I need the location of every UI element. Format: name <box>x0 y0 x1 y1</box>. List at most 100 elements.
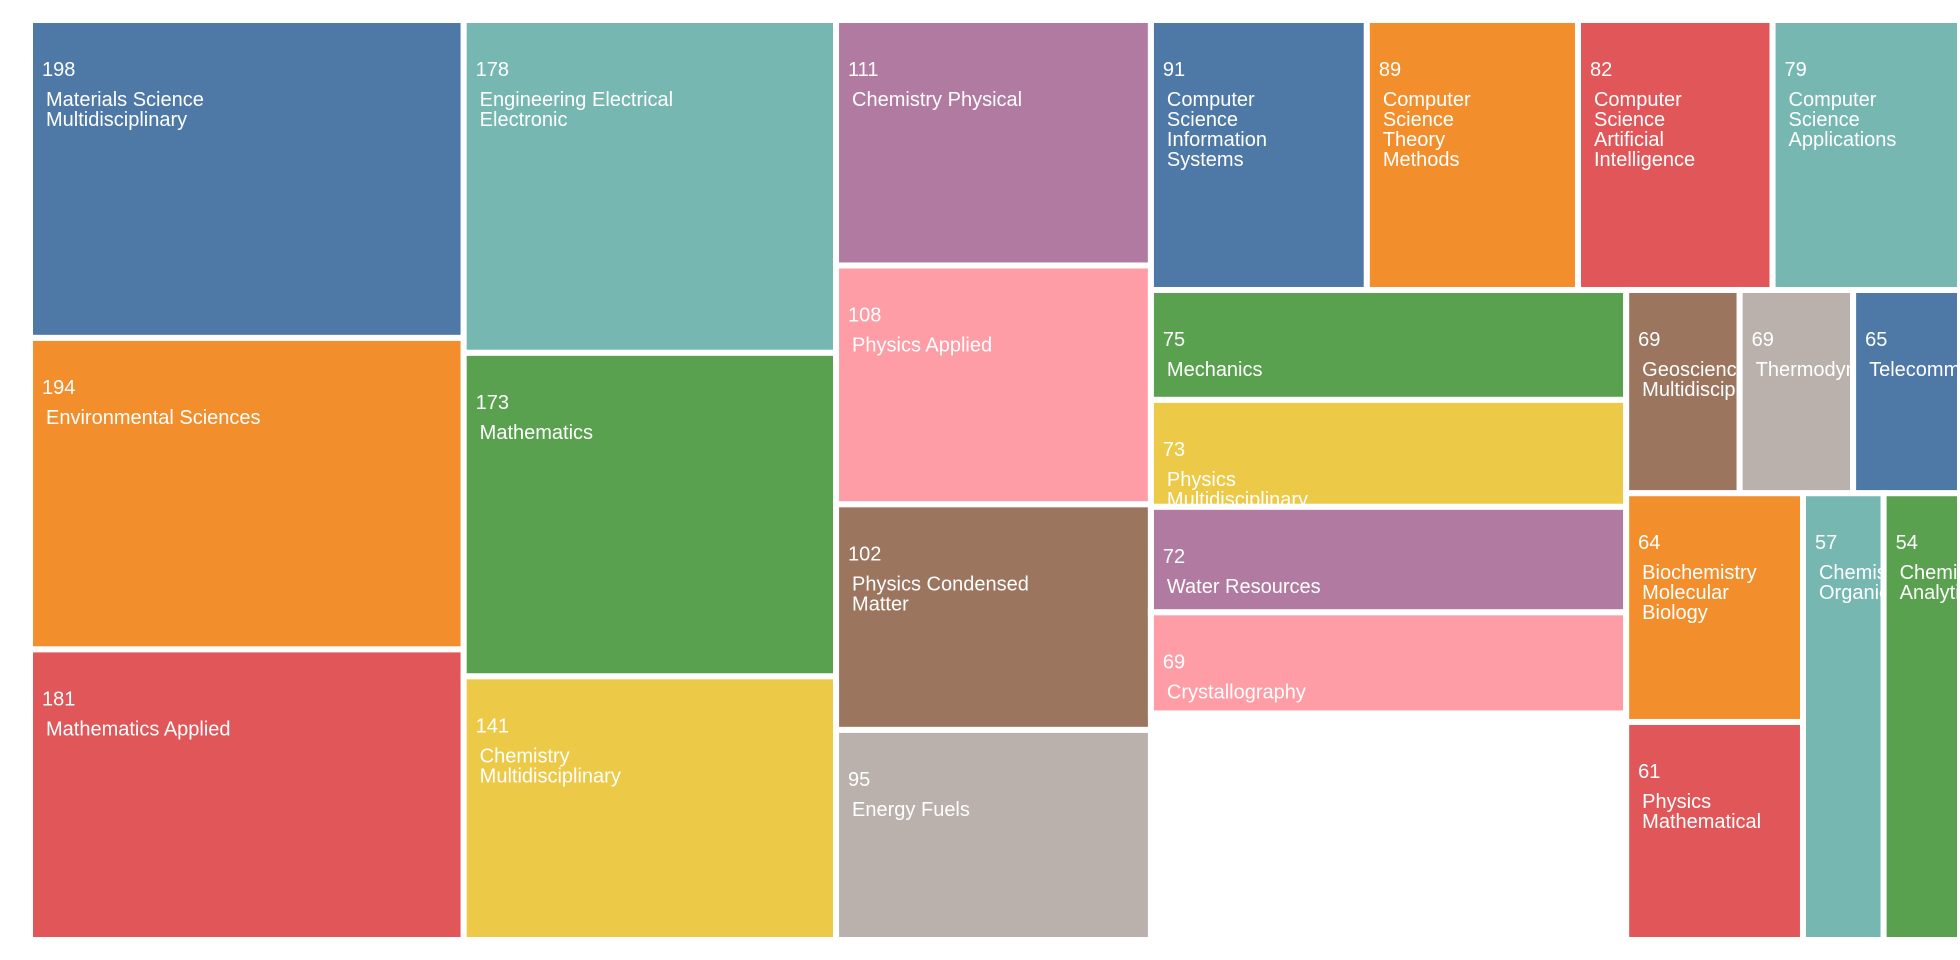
treemap-category-label: Computer <box>1594 89 1682 111</box>
treemap-category-label: Biology <box>1642 602 1708 624</box>
treemap-value-label: 54 <box>1896 532 1918 554</box>
treemap-category-label: Science <box>1383 109 1454 131</box>
treemap-category-label: Chemistry <box>480 745 570 767</box>
treemap-cell: 111 Chemistry Physical <box>833 17 1154 269</box>
treemap-category-label: Materials Science <box>46 89 204 111</box>
treemap-category-label: Theory <box>1383 129 1445 151</box>
treemap-category-label: Environmental Sciences <box>46 407 261 429</box>
treemap-category-label: Organic <box>1819 582 1889 604</box>
treemap-rect <box>1799 490 1887 943</box>
treemap-category-label: Water Resources <box>1167 576 1321 598</box>
treemap-category-label: Science <box>1167 109 1238 131</box>
treemap-rect <box>27 334 467 653</box>
treemap-value-label: 61 <box>1638 761 1660 783</box>
treemap-value-label: 95 <box>848 769 870 791</box>
treemap-value-label: 73 <box>1163 439 1185 461</box>
treemap-rect <box>27 17 467 341</box>
treemap-rect <box>1147 503 1630 616</box>
treemap-category-label: Science <box>1789 109 1860 131</box>
treemap-rect <box>1623 286 1743 497</box>
treemap-category-label: Geosciences <box>1642 359 1758 381</box>
treemap-category-label: Chemistry Physical <box>852 89 1022 111</box>
treemap-category-label: Mathematical <box>1642 811 1761 833</box>
treemap-rect <box>460 17 840 356</box>
treemap-category-label: Science <box>1594 109 1665 131</box>
treemap-rect <box>1147 17 1370 293</box>
treemap-rect <box>1880 490 1960 943</box>
treemap-category-label: Telecommunications <box>1869 359 1960 381</box>
treemap-category-label: Electronic <box>480 109 568 131</box>
treemap-rect <box>833 17 1154 269</box>
treemap-rect <box>1147 286 1630 403</box>
treemap-value-label: 69 <box>1638 329 1660 351</box>
treemap-rect <box>1623 718 1806 943</box>
treemap-category-label: Artificial <box>1594 129 1664 151</box>
treemap-cell: 95 Energy Fuels <box>833 726 1154 944</box>
treemap-category-label: Engineering Electrical <box>480 89 673 111</box>
treemap-category-label: Energy Fuels <box>852 799 970 821</box>
treemap-category-label: Matter <box>852 593 909 615</box>
treemap-value-label: 141 <box>476 715 509 737</box>
treemap-cell: 173 Mathematics <box>460 349 840 680</box>
treemap-value-label: 173 <box>476 392 509 414</box>
treemap-category-label: Information <box>1167 129 1267 151</box>
treemap-category-label: Methods <box>1383 149 1460 171</box>
treemap-cell: 194 Environmental Sciences <box>27 334 467 653</box>
treemap-value-label: 198 <box>42 59 75 81</box>
treemap-rect <box>833 262 1154 508</box>
treemap-value-label: 82 <box>1590 59 1612 81</box>
treemap-value-label: 102 <box>848 543 881 565</box>
treemap-rect <box>833 726 1154 944</box>
treemap-value-label: 91 <box>1163 59 1185 81</box>
treemap-value-label: 69 <box>1752 329 1774 351</box>
treemap-rect <box>1736 286 1857 497</box>
treemap-category-label: Intelligence <box>1594 149 1695 171</box>
treemap-value-label: 69 <box>1163 651 1185 673</box>
treemap-value-label: 108 <box>848 304 881 326</box>
treemap-value-label: 111 <box>848 59 878 81</box>
treemap-value-label: 57 <box>1815 532 1837 554</box>
treemap-category-label: Applications <box>1789 129 1897 151</box>
treemap-value-label: 79 <box>1785 59 1807 81</box>
treemap-value-label: 181 <box>42 688 75 710</box>
treemap-category-label: Multidisciplinary <box>480 765 621 787</box>
treemap-category-label: Physics Applied <box>852 334 992 356</box>
treemap-cell: 108 Physics Applied <box>833 262 1154 508</box>
treemap-category-label: Biochemistry <box>1642 562 1756 584</box>
treemap-category-label: Physics <box>1642 791 1711 813</box>
treemap-category-label: Computer <box>1383 89 1471 111</box>
treemap-cell: 54 ChemistryAnalytical <box>1880 490 1960 943</box>
treemap-cell: 75 Mechanics <box>1147 286 1630 403</box>
treemap-category-label: Computer <box>1167 89 1255 111</box>
treemap-cell: 65 Telecommunications <box>1850 286 1960 497</box>
treemap-category-label: Mechanics <box>1167 359 1263 381</box>
treemap-rect <box>1363 17 1581 293</box>
treemap-value-label: 89 <box>1379 59 1401 81</box>
treemap-category-label: Mathematics <box>480 422 593 444</box>
treemap-category-label: Analytical <box>1900 582 1960 604</box>
treemap-value-label: 178 <box>476 59 509 81</box>
treemap-rect <box>460 673 840 944</box>
treemap-category-label: Multidisciplinary <box>46 109 187 131</box>
treemap-cell: 69 Crystallography <box>1147 609 1630 717</box>
treemap-category-label: Physics Condensed <box>852 573 1029 595</box>
treemap-rect <box>1850 286 1960 497</box>
treemap-rect <box>460 349 840 680</box>
treemap-category-label: Physics <box>1167 469 1236 491</box>
treemap-value-label: 75 <box>1163 329 1185 351</box>
treemap-value-label: 65 <box>1865 329 1887 351</box>
treemap-value-label: 72 <box>1163 546 1185 568</box>
treemap-rect <box>1769 17 1960 293</box>
treemap-category-label: Mathematics Applied <box>46 718 231 740</box>
